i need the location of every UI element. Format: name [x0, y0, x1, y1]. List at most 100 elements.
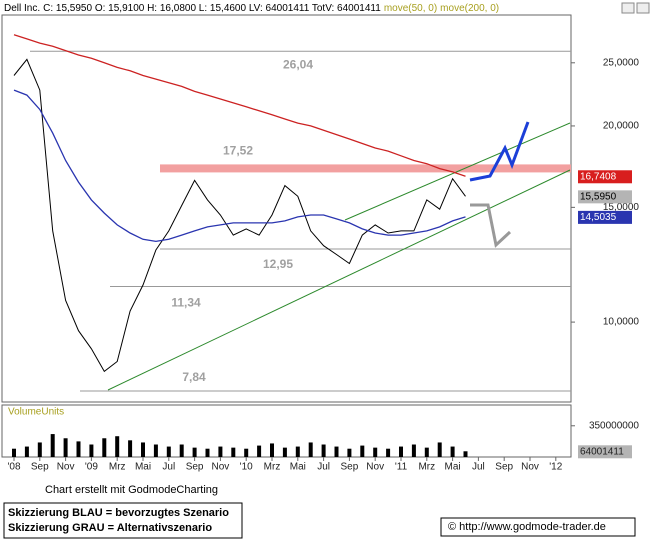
volume-bar: [50, 434, 55, 457]
volume-bar: [205, 448, 210, 457]
x-tick-label: Nov: [366, 462, 384, 473]
level-label: 7,84: [182, 370, 206, 384]
volume-bar: [437, 442, 442, 457]
x-tick-label: Mai: [445, 462, 461, 473]
volume-bar: [295, 446, 300, 457]
copyright: © http://www.godmode-trader.de: [448, 521, 606, 533]
volume-bar: [179, 444, 184, 457]
volume-bar: [386, 448, 391, 457]
level-label: 11,34: [171, 296, 201, 310]
price-frame: [1, 14, 572, 403]
note: Skizzierung GRAU = Alternativszenario: [8, 522, 212, 534]
x-tick-label: Nov: [57, 462, 75, 473]
x-tick-label: '09: [85, 462, 98, 473]
volume-bar: [244, 448, 249, 457]
scenario-gray: [470, 203, 512, 248]
ticker: Dell Inc.: [4, 3, 40, 14]
last-value-box: [578, 190, 632, 204]
volume-bar: [373, 447, 378, 457]
x-tick-label: Sep: [341, 462, 359, 473]
scenario-blue: [469, 121, 530, 182]
trend-line: [107, 169, 571, 391]
last-value-label: 14,5035: [580, 212, 617, 223]
x-tick-label: Jul: [317, 462, 330, 473]
volume-bar: [257, 445, 262, 457]
volume-bar: [76, 441, 81, 457]
x-tick-label: Sep: [186, 462, 204, 473]
volume-bar: [12, 448, 16, 457]
window-button[interactable]: [621, 2, 635, 14]
indicator-name: move(200, 0): [440, 3, 499, 14]
y-tick-label: 15,0000: [603, 202, 640, 213]
x-tick-label: '12: [549, 462, 562, 473]
last-value-label: 15,5950: [580, 191, 617, 202]
x-tick-label: Nov: [521, 462, 539, 473]
volume-bar: [128, 440, 133, 457]
trend-line: [344, 122, 571, 221]
volume-bar: [102, 438, 107, 457]
volume-bar: [424, 447, 429, 457]
last-value-box: [578, 210, 632, 224]
price-line: [13, 58, 466, 373]
volume-bar: [231, 447, 236, 457]
volume-bar: [282, 447, 287, 457]
volume-bar: [63, 438, 68, 457]
volume-bar: [411, 444, 416, 457]
copyright-box: [440, 517, 636, 537]
note: Skizzierung BLAU = bevorzugtes Szenario: [8, 507, 229, 519]
volume-bar: [360, 445, 365, 457]
volume-bar: [450, 446, 455, 457]
x-tick-label: Jul: [472, 462, 485, 473]
volume-bar: [334, 446, 339, 457]
x-tick-label: Mrz: [418, 462, 435, 473]
x-tick-label: Mai: [290, 462, 306, 473]
volume-bar: [347, 448, 352, 457]
x-tick-label: Sep: [495, 462, 513, 473]
volume-title: VolumeUnits: [8, 407, 64, 418]
level-label: 17,52: [223, 144, 253, 158]
moving-average: [13, 34, 466, 177]
volume-bar: [24, 446, 29, 457]
x-tick-label: '10: [240, 462, 253, 473]
note-box: [3, 502, 243, 539]
x-tick-label: Sep: [31, 462, 49, 473]
volume-bar: [192, 447, 197, 457]
last-value-label: 16,7408: [580, 171, 617, 182]
header: Dell Inc. C: 15,5950 O: 15,9100 H: 16,080…: [4, 3, 499, 14]
moving-average: [13, 89, 466, 243]
x-tick-label: Nov: [212, 462, 230, 473]
y-tick-label: 10,0000: [603, 317, 640, 328]
volume-bar: [89, 444, 94, 457]
last-volume-label: 64001411: [580, 446, 624, 457]
volume-bar: [399, 446, 403, 457]
volume-bar: [308, 442, 313, 457]
volume-tick-label: 350000000: [589, 420, 639, 431]
resistance-band: [160, 164, 571, 173]
indicator-name: move(50, 0): [384, 3, 437, 14]
quote: C: 15,5950 O: 15,9100 H: 16,0800 L: 15,4…: [43, 3, 381, 14]
level-label: 26,04: [283, 57, 313, 71]
volume-bar: [270, 443, 274, 457]
x-tick-label: Mai: [135, 462, 151, 473]
window-button[interactable]: [636, 2, 650, 14]
y-tick-label: 20,0000: [603, 121, 640, 132]
y-tick-label: 25,0000: [603, 57, 640, 68]
level-label: 12,95: [263, 257, 293, 271]
x-tick-label: '11: [395, 462, 408, 473]
x-tick-label: '08: [7, 462, 20, 473]
volume-bar: [463, 451, 468, 457]
x-tick-label: Jul: [162, 462, 175, 473]
volume-bar: [166, 446, 171, 457]
volume-bar: [141, 442, 145, 457]
credit: Chart erstellt mit GodmodeCharting: [45, 484, 218, 496]
last-volume-box: [578, 445, 632, 459]
volume-bar: [37, 442, 42, 457]
volume-bar: [218, 446, 223, 457]
volume-bar: [153, 444, 158, 457]
x-tick-label: Mrz: [109, 462, 126, 473]
volume-bar: [115, 436, 120, 457]
x-tick-label: Mrz: [264, 462, 281, 473]
volume-bar: [321, 444, 326, 457]
